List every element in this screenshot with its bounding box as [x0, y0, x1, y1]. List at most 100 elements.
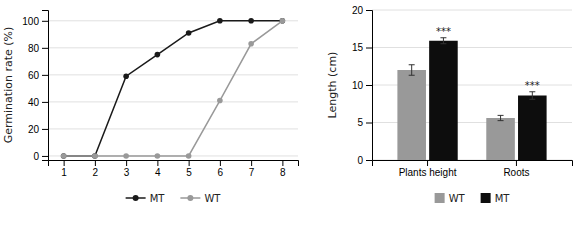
tick-mark — [366, 123, 372, 124]
tick: 40 — [28, 97, 48, 108]
tick-label: 5 — [357, 117, 363, 128]
tick: 7 — [249, 160, 255, 178]
legend-item: WT — [180, 193, 221, 204]
grid — [48, 21, 298, 156]
marker — [61, 153, 67, 159]
marker — [123, 153, 129, 159]
tick-mark — [251, 160, 252, 166]
error-bar-stem — [411, 65, 412, 76]
tick-mark — [189, 160, 190, 166]
marker — [155, 52, 161, 58]
tick-label: 7 — [249, 167, 255, 178]
tick-label: 0 — [357, 155, 363, 166]
tick-mark — [95, 160, 96, 166]
tick-label: Plants height — [399, 167, 457, 178]
marker — [248, 18, 254, 24]
y-axis-line — [366, 11, 373, 161]
marker — [92, 153, 98, 159]
error-bar — [498, 115, 504, 120]
tick: 4 — [155, 160, 161, 178]
legend-swatch — [481, 193, 491, 203]
x-axis-line — [373, 161, 573, 167]
y-axis-title: Germination rate (%) — [2, 27, 15, 144]
legend-item: WT — [435, 193, 466, 204]
error-bar-stem — [532, 92, 533, 100]
bar — [429, 41, 458, 160]
tick: Plants height — [399, 160, 457, 178]
tick-mark — [42, 21, 48, 22]
tick-mark — [126, 160, 127, 166]
y-axis: 0 20 40 60 80 100 — [22, 11, 48, 162]
tick: 0 — [33, 151, 48, 162]
tick: 100 — [22, 16, 48, 27]
tick-label: 20 — [352, 5, 364, 16]
tick: 10 — [352, 80, 372, 91]
error-bar-stem — [500, 115, 501, 120]
tick-label: 6 — [218, 167, 224, 178]
legend-item: MT — [481, 193, 511, 204]
error-bar — [409, 65, 415, 76]
tick: Roots — [503, 160, 529, 178]
tick: 60 — [28, 70, 48, 81]
legend-item: MT — [126, 193, 166, 204]
series-line — [64, 21, 283, 156]
grid-line — [372, 10, 572, 11]
error-bar-stem — [443, 38, 444, 44]
tick-label: Roots — [503, 167, 529, 178]
tick-label: 0 — [33, 151, 39, 162]
legend-label: MT — [495, 193, 511, 204]
legend-label: WT — [449, 193, 466, 204]
tick: 6 — [218, 160, 224, 178]
grid-line — [48, 74, 298, 75]
tick-mark — [366, 85, 372, 86]
tick-mark — [42, 48, 48, 49]
error-bar — [440, 38, 446, 44]
grid-line — [48, 101, 298, 102]
tick-label: 2 — [93, 167, 99, 178]
tick-mark — [157, 160, 158, 166]
legend-label: MT — [150, 193, 166, 204]
marker — [217, 98, 223, 104]
marker — [248, 41, 254, 47]
tick-mark — [42, 75, 48, 76]
error-bar-cap — [529, 99, 535, 100]
tick-mark — [42, 129, 48, 130]
bar — [397, 70, 426, 160]
tick-label: 15 — [352, 42, 364, 53]
significance-label: *** — [525, 80, 540, 91]
tick: 2 — [93, 160, 99, 178]
tick: 3 — [124, 160, 130, 178]
error-bar-cap — [529, 91, 535, 92]
tick-mark — [366, 48, 372, 49]
tick: 1 — [61, 160, 67, 178]
line-chart: 12345678020406080100Germination rate (%)… — [2, 11, 299, 204]
y-axis-title: Length (cm) — [326, 52, 339, 119]
grid — [372, 10, 572, 160]
tick-label: 20 — [28, 124, 40, 135]
plot-area — [397, 38, 546, 160]
tick-label: 1 — [61, 167, 67, 178]
tick-mark — [220, 160, 221, 166]
tick-label: 80 — [28, 43, 40, 54]
error-bar-cap — [440, 43, 446, 44]
tick-mark — [516, 160, 517, 166]
grid-line — [372, 47, 572, 48]
series-line — [64, 21, 283, 156]
tick-mark — [366, 160, 372, 161]
tick-label: 3 — [124, 167, 130, 178]
y-axis-line — [42, 11, 49, 161]
legend: WT MT — [435, 193, 511, 204]
x-axis: 1 2 3 4 5 6 7 8 — [49, 160, 299, 178]
tick: 20 — [28, 124, 48, 135]
error-bar-cap — [440, 37, 446, 38]
marker — [280, 18, 286, 24]
tick: 5 — [186, 160, 192, 178]
y-axis: 0 5 10 15 20 — [352, 5, 373, 166]
tick: 80 — [28, 43, 48, 54]
x-axis: Plants height Roots — [373, 160, 573, 178]
error-bar-cap — [409, 64, 415, 65]
legend-swatch — [187, 195, 193, 201]
annotations: ****** — [436, 26, 540, 91]
tick-label: 100 — [22, 16, 39, 27]
tick: 8 — [280, 160, 286, 178]
